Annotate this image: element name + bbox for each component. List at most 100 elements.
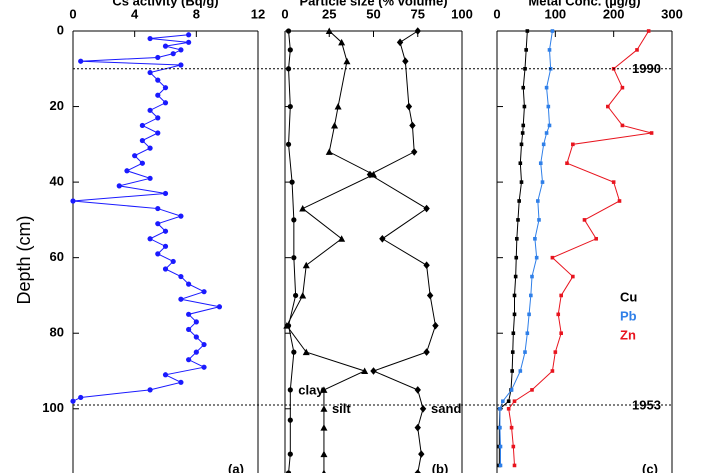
y-tick-label: 40	[50, 174, 64, 189]
point	[541, 142, 546, 147]
x-tick-label: 25	[322, 6, 336, 21]
point	[527, 312, 531, 317]
point	[186, 326, 192, 333]
point	[414, 386, 421, 394]
point	[147, 145, 153, 151]
x-tick-label: 50	[366, 6, 380, 21]
point	[201, 341, 207, 348]
series-line	[286, 30, 375, 473]
point	[521, 123, 526, 128]
legend-label: Zn	[620, 327, 636, 342]
point	[366, 170, 374, 179]
point	[287, 451, 293, 457]
point	[370, 367, 377, 375]
point	[162, 266, 169, 272]
point	[537, 218, 541, 222]
point	[519, 142, 524, 147]
point	[547, 123, 552, 128]
point	[510, 369, 514, 373]
point	[162, 100, 169, 106]
point	[289, 179, 295, 185]
point	[419, 404, 427, 413]
point	[124, 168, 130, 174]
point	[302, 261, 310, 269]
point	[139, 122, 145, 129]
point	[506, 399, 511, 404]
point	[559, 331, 563, 336]
point	[538, 161, 543, 166]
point	[287, 417, 293, 423]
point	[518, 161, 523, 166]
point	[565, 161, 569, 166]
point	[147, 69, 153, 76]
point	[517, 199, 521, 203]
point	[540, 180, 545, 184]
x-tick-label: 4	[131, 6, 139, 21]
point	[320, 405, 328, 412]
point	[515, 236, 519, 241]
point	[78, 58, 84, 64]
point	[293, 292, 299, 299]
point	[70, 198, 76, 204]
point	[139, 160, 145, 166]
point	[594, 236, 598, 241]
series-line	[498, 30, 528, 466]
point	[414, 469, 421, 473]
series-line	[499, 30, 553, 466]
point	[524, 48, 528, 52]
point	[414, 423, 421, 432]
point	[285, 66, 292, 72]
point	[178, 379, 184, 385]
point	[396, 38, 404, 47]
point	[550, 369, 555, 373]
point	[536, 199, 540, 203]
x-tick-label: 100	[451, 6, 473, 21]
panel-label: (c)	[642, 461, 658, 473]
point	[379, 234, 386, 243]
point	[523, 350, 527, 354]
point	[559, 293, 563, 298]
point	[170, 258, 176, 265]
y-axis-label: Depth (cm)	[14, 215, 34, 304]
point	[162, 190, 169, 197]
point	[186, 32, 192, 38]
point	[498, 444, 503, 449]
point	[512, 293, 517, 298]
x-tick-label: 200	[603, 6, 625, 21]
point	[501, 399, 505, 404]
panel-label: (b)	[432, 461, 449, 473]
point	[155, 92, 161, 98]
point	[155, 221, 161, 227]
date-label: 1990	[632, 61, 661, 76]
point	[518, 369, 523, 373]
point	[162, 43, 169, 49]
point	[529, 293, 533, 298]
series-line	[288, 30, 297, 473]
x-tick-label: 75	[411, 6, 425, 21]
point	[522, 104, 527, 109]
point	[405, 102, 413, 111]
point	[193, 334, 199, 340]
point	[78, 394, 84, 401]
point	[291, 349, 297, 355]
point	[432, 321, 439, 330]
point	[139, 137, 145, 144]
point	[331, 121, 339, 129]
point	[646, 29, 651, 33]
point	[556, 312, 561, 317]
series-line	[72, 34, 220, 402]
y-tick-label: 100	[42, 400, 64, 415]
point	[291, 217, 297, 223]
point	[320, 450, 328, 458]
point	[201, 364, 207, 370]
point	[299, 291, 307, 299]
point	[155, 130, 161, 136]
point	[498, 425, 502, 430]
point	[147, 175, 153, 181]
point	[423, 204, 430, 213]
point	[155, 115, 161, 121]
point	[530, 388, 534, 392]
point	[285, 470, 292, 473]
point	[546, 104, 551, 109]
point	[509, 388, 514, 392]
